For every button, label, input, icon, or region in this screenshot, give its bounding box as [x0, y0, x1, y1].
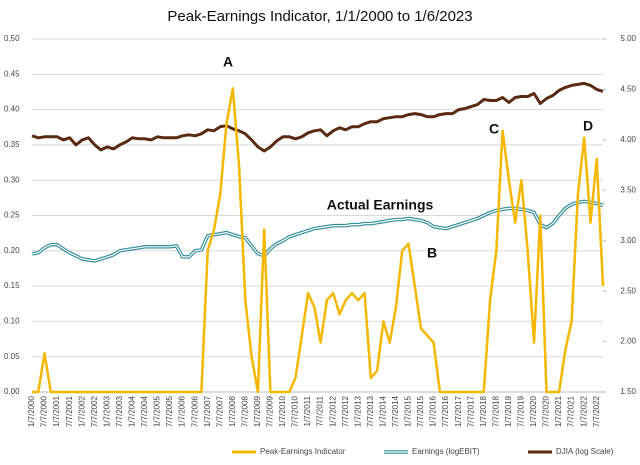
y-tick-label: 0.30: [4, 175, 20, 184]
y-tick-label: 0.05: [4, 352, 20, 361]
x-tick-label: 7/7/2014: [391, 395, 400, 427]
y-tick-label: 0.10: [4, 317, 20, 326]
annotation: B: [427, 245, 437, 261]
x-tick-label: 7/7/2017: [466, 395, 475, 427]
y-tick-label: 0.20: [4, 246, 20, 255]
y-tick-label: 0.00: [4, 387, 20, 396]
x-tick-label: 1/7/2012: [328, 395, 337, 427]
x-tick-label: 1/7/2014: [378, 395, 387, 427]
y2-tick-label: 2.50: [620, 286, 636, 295]
x-tick-label: 7/7/2003: [115, 395, 124, 427]
x-tick-label: 7/7/2012: [341, 395, 350, 427]
x-tick-label: 7/7/2001: [65, 395, 74, 427]
x-tick-label: 7/7/2018: [491, 395, 500, 427]
legend-label: DJIA (log Scale): [556, 447, 614, 456]
y-tick-label: 0.45: [4, 69, 20, 78]
x-tick-label: 7/7/2009: [266, 395, 275, 427]
series-line-inner: [31, 200, 604, 262]
x-tick-label: 7/7/2016: [441, 395, 450, 427]
y2-tick-label: 3.50: [620, 185, 636, 194]
y-tick-label: 0.50: [4, 34, 20, 43]
y-tick-label: 0.15: [4, 281, 20, 290]
y2-tick-label: 2.00: [620, 337, 636, 346]
x-tick-label: 7/7/2002: [90, 395, 99, 427]
x-tick-label: 7/7/2013: [366, 395, 375, 427]
x-tick-label: 1/7/2003: [102, 395, 111, 427]
x-tick-label: 1/7/2006: [178, 395, 187, 427]
y2-tick-label: 5.00: [620, 34, 636, 43]
y2-tick-label: 4.00: [620, 135, 636, 144]
y-tick-label: 0.35: [4, 140, 20, 149]
x-tick-label: 1/7/2008: [228, 395, 237, 427]
x-tick-label: 1/7/2004: [128, 395, 137, 427]
x-tick-label: 1/7/2018: [479, 395, 488, 427]
x-tick-label: 1/7/2021: [554, 395, 563, 427]
x-tick-label: 7/7/2007: [215, 395, 224, 427]
legend-label: Earnings (logEBIT): [412, 447, 480, 456]
x-tick-label: 1/7/2013: [353, 395, 362, 427]
x-tick-label: 1/7/2020: [529, 395, 538, 427]
annotation: D: [583, 118, 593, 134]
y2-tick-label: 1.50: [620, 387, 636, 396]
x-tick-label: 7/7/2019: [517, 395, 526, 427]
x-tick-label: 1/7/2010: [278, 395, 287, 427]
x-tick-label: 1/7/2000: [27, 395, 36, 427]
x-tick-label: 1/7/2009: [253, 395, 262, 427]
x-tick-label: 1/7/2015: [404, 395, 413, 427]
x-tick-label: 7/7/2020: [542, 395, 551, 427]
y2-tick-label: 3.00: [620, 236, 636, 245]
x-tick-label: 1/7/2002: [77, 395, 86, 427]
x-tick-label: 1/7/2011: [303, 395, 312, 426]
x-tick-label: 1/7/2001: [52, 395, 61, 427]
y-tick-label: 0.25: [4, 211, 20, 220]
x-tick-label: 7/7/2022: [592, 395, 601, 427]
annotation: A: [223, 54, 233, 70]
annotation: C: [489, 121, 499, 137]
x-tick-label: 1/7/2019: [504, 395, 513, 427]
x-tick-label: 1/7/2007: [203, 395, 212, 427]
x-tick-label: 7/7/2006: [190, 395, 199, 427]
chart-title: Peak-Earnings Indicator, 1/1/2000 to 1/6…: [167, 8, 472, 25]
x-tick-label: 7/7/2008: [240, 395, 249, 427]
x-tick-label: 7/7/2000: [40, 395, 49, 427]
x-tick-label: 1/7/2017: [454, 395, 463, 427]
series-line: [32, 87, 605, 394]
series-line: [31, 81, 604, 153]
annotation: Actual Earnings: [327, 197, 434, 213]
x-tick-label: 7/7/2015: [416, 395, 425, 427]
x-tick-label: 7/7/2011: [316, 395, 325, 426]
x-tick-label: 1/7/2005: [153, 395, 162, 427]
x-tick-label: 1/7/2022: [579, 395, 588, 427]
x-tick-label: 7/7/2004: [140, 395, 149, 427]
x-tick-label: 7/7/2010: [291, 395, 300, 427]
y-tick-label: 0.40: [4, 105, 20, 114]
x-tick-label: 1/7/2016: [429, 395, 438, 427]
x-tick-label: 7/7/2005: [165, 395, 174, 427]
legend-label: Peak-Earnings Indicator: [260, 447, 346, 456]
x-tick-label: 7/7/2021: [567, 395, 576, 427]
y2-tick-label: 4.50: [620, 85, 636, 94]
